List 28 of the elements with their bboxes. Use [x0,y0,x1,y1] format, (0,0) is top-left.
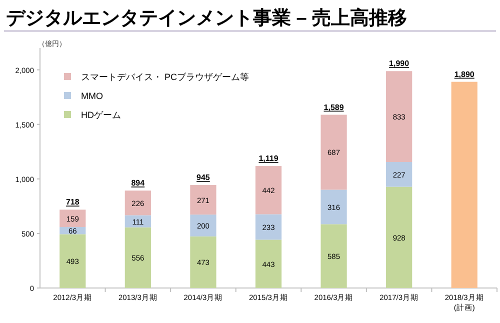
bar [320,224,347,288]
total-label: 1,589 [324,102,344,112]
total-label: 894 [131,178,146,188]
bar [124,227,151,288]
chart-title: デジタルエンタテインメント事業 – 売上高推移 [6,7,408,29]
bar [124,215,151,228]
bar [255,166,282,214]
bar [386,162,412,187]
total-label: 945 [196,173,210,182]
legend-label: MMO [81,91,103,101]
bar [60,234,86,288]
bar [320,190,347,224]
legend-label: スマートデバイス・ PCブラウザゲーム等 [81,72,250,82]
bar [255,240,282,288]
bar [190,185,216,215]
bar [386,186,412,288]
bar [320,114,347,190]
bar [124,190,151,216]
bar [190,214,216,236]
total-label: 1,990 [389,59,410,68]
bar [190,236,216,288]
bar [255,214,282,240]
bar [60,210,86,228]
total-label: 1,119 [258,154,279,164]
total-label: 718 [66,198,80,207]
bar [386,71,412,162]
legend-label: HDゲーム [81,110,121,120]
total-label: 1,890 [454,70,475,79]
